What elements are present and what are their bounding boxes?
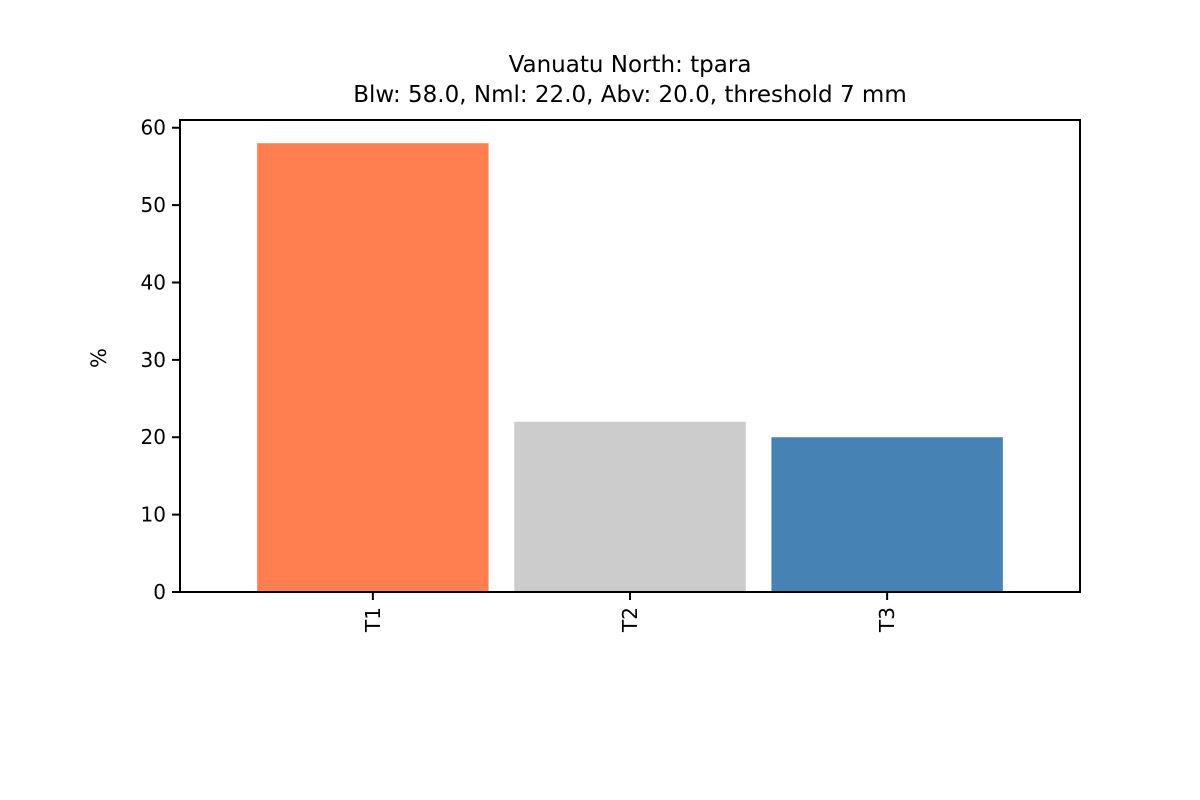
y-axis: 0 10 20 30 40 50 60 [141,116,180,604]
y-tick-label-60: 60 [141,116,166,140]
y-tick-label-50: 50 [141,193,166,217]
y-tick-label-30: 30 [141,348,166,372]
y-tick-label-10: 10 [141,503,166,527]
y-tick-label-20: 20 [141,425,166,449]
y-tick-label-0: 0 [153,580,166,604]
x-tick-label-t1: T1 [361,607,385,633]
y-tick-label-40: 40 [141,270,166,294]
x-tick-label-t3: T3 [875,607,899,633]
bar-t3 [771,437,1003,592]
bars-group [257,143,1003,592]
chart-title: Vanuatu North: tpara [509,52,752,78]
plot-frame [179,119,1081,593]
x-axis: T1 T2 T3 [361,592,899,633]
bar-t1 [257,143,489,592]
chart-subtitle: Blw: 58.0, Nml: 22.0, Abv: 20.0, thresho… [353,82,906,108]
x-tick-label-t2: T2 [618,607,642,633]
bar-t2 [514,421,746,592]
y-axis-label: % [87,348,111,368]
